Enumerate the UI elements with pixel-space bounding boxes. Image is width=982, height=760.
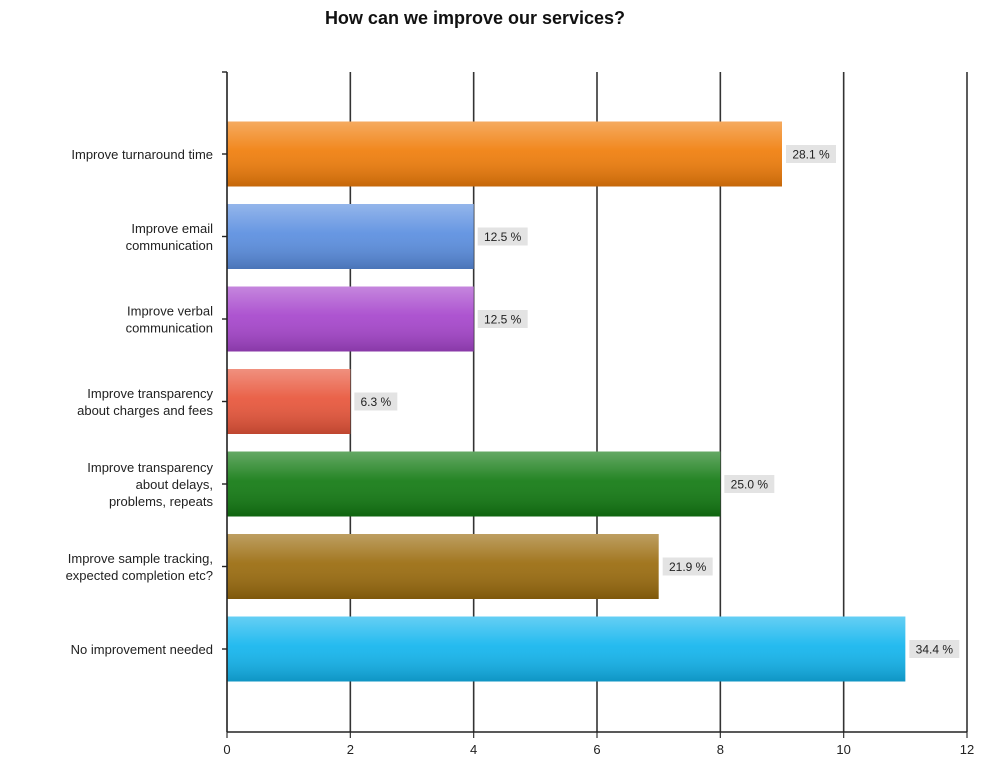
category-label-line: Improve transparency bbox=[87, 460, 213, 475]
category-label-line: expected completion etc? bbox=[66, 568, 213, 583]
x-tick-label: 8 bbox=[717, 742, 724, 757]
data-label-box bbox=[786, 145, 836, 163]
category-label-line: Improve turnaround time bbox=[71, 147, 213, 162]
category-label-line: Improve verbal bbox=[127, 304, 213, 319]
category-label-line: No improvement needed bbox=[71, 642, 213, 657]
bar-shine bbox=[227, 616, 906, 682]
x-tick-label: 10 bbox=[836, 742, 850, 757]
chart-title: How can we improve our services? bbox=[324, 8, 626, 28]
category-label: Improve turnaround time bbox=[71, 147, 213, 162]
category-label-line: communication bbox=[126, 238, 213, 253]
category-label: No improvement needed bbox=[71, 642, 213, 657]
category-label: Improve sample tracking, expected complet… bbox=[66, 551, 213, 583]
labels: 0 2 4 6 8 10 12 28.1 % Improve turnaround time 12… bbox=[66, 145, 974, 757]
data-label: 6.3 % bbox=[360, 395, 391, 409]
category-label-line: Improve sample tracking, bbox=[68, 551, 213, 566]
category-label: Improve email communication bbox=[126, 221, 214, 253]
bar-shine bbox=[227, 286, 474, 352]
data-label-box bbox=[354, 392, 398, 411]
category-label-line: Improve transparency bbox=[87, 386, 213, 401]
data-label: 25.0 % bbox=[731, 478, 769, 492]
data-label: 34.4 % bbox=[916, 643, 954, 657]
data-label-box bbox=[477, 310, 528, 328]
category-label: Improve transparency about charges and fe… bbox=[77, 386, 213, 418]
bar-shine bbox=[227, 534, 659, 599]
bar-shine bbox=[227, 204, 474, 269]
category-label-line: about delays, bbox=[136, 477, 213, 492]
x-tick-label: 2 bbox=[347, 742, 354, 757]
x-tick-label: 4 bbox=[470, 742, 477, 757]
x-tick-label: 0 bbox=[223, 742, 230, 757]
data-label: 21.9 % bbox=[669, 560, 707, 574]
x-tick-label: 6 bbox=[593, 742, 600, 757]
category-label-line: about charges and fees bbox=[77, 403, 213, 418]
data-label-box bbox=[909, 640, 960, 658]
category-label-line: Improve email bbox=[131, 221, 213, 236]
data-label-box bbox=[724, 475, 775, 493]
category-label: Improve transparency about delays, problem… bbox=[87, 460, 213, 509]
category-label: Improve verbal communication bbox=[126, 304, 214, 336]
bar-shine bbox=[227, 451, 721, 517]
x-tick-label: 12 bbox=[960, 742, 974, 757]
data-label: 12.5 % bbox=[484, 313, 522, 327]
category-label-line: problems, repeats bbox=[109, 494, 214, 509]
bar-shine bbox=[227, 121, 782, 187]
data-label-box bbox=[662, 557, 713, 576]
data-label: 12.5 % bbox=[484, 230, 522, 244]
axes bbox=[222, 71, 968, 738]
bars bbox=[227, 121, 906, 682]
data-label: 28.1 % bbox=[792, 148, 830, 162]
data-label-box bbox=[477, 227, 528, 246]
bar-shine bbox=[227, 369, 351, 434]
category-label-line: communication bbox=[126, 321, 213, 336]
